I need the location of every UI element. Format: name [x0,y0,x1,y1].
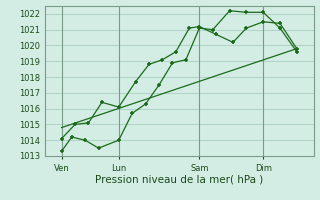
X-axis label: Pression niveau de la mer( hPa ): Pression niveau de la mer( hPa ) [95,174,263,184]
